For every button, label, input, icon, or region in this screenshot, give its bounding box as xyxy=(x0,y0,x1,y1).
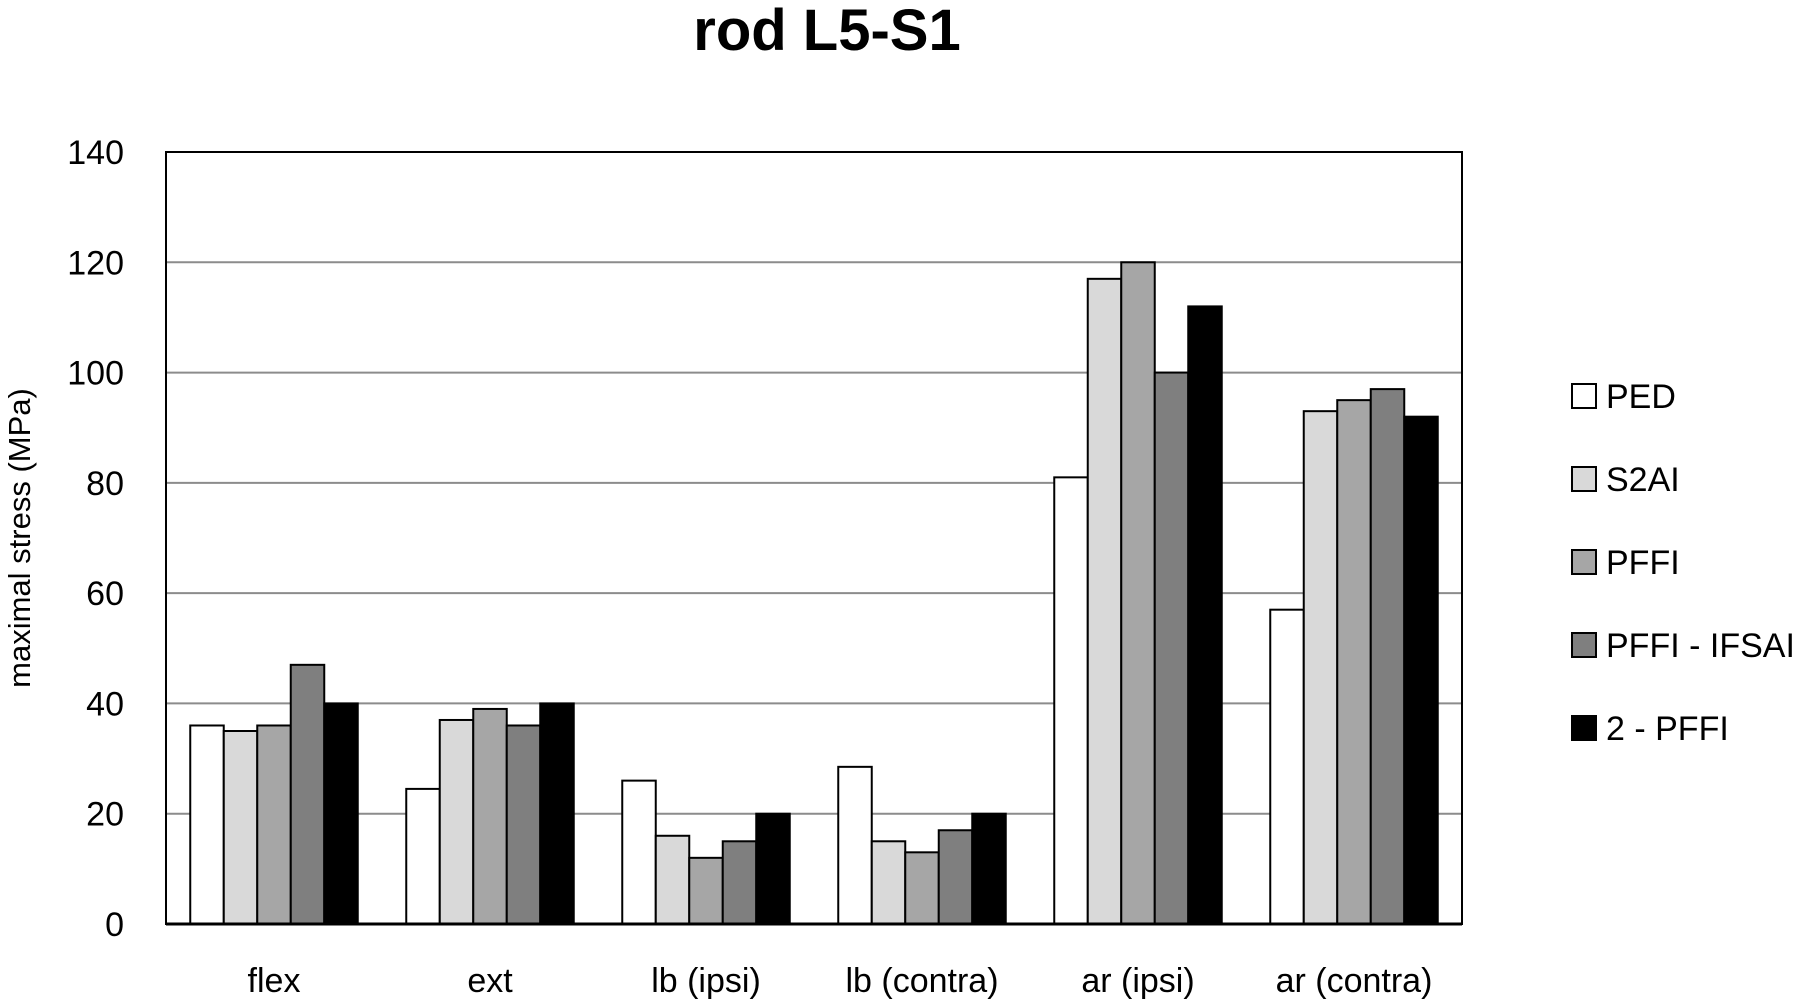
bar-2-pffi xyxy=(1187,305,1223,925)
bar-pffi xyxy=(904,851,940,925)
bars xyxy=(189,261,1439,926)
bar-ped xyxy=(405,787,441,926)
legend-label: PED xyxy=(1606,378,1676,416)
x-tick-label: lb (contra) xyxy=(845,962,998,1000)
legend-label: PFFI xyxy=(1606,544,1680,582)
bar-2-pffi xyxy=(1403,415,1439,925)
bar-ped xyxy=(1269,608,1305,926)
bar-s2ai xyxy=(222,730,259,925)
bar-2-pffi xyxy=(971,812,1007,926)
bar-2-pffi xyxy=(323,702,359,926)
x-tick-label: ar (ipsi) xyxy=(1081,962,1194,1000)
plot-area-frame xyxy=(165,151,1463,925)
legend-label: S2AI xyxy=(1606,461,1680,499)
legend-swatch xyxy=(1571,632,1597,658)
bar-2-pffi xyxy=(539,702,575,926)
bar-pffi-ifsai xyxy=(289,663,326,925)
y-tick-label: 80 xyxy=(86,465,124,503)
y-tick-label: 40 xyxy=(86,685,124,723)
bar-pffi-ifsai xyxy=(1153,371,1190,926)
bar-s2ai xyxy=(438,718,475,925)
bar-s2ai xyxy=(1302,410,1339,925)
x-tick-label: ar (contra) xyxy=(1276,962,1433,1000)
bar-ped xyxy=(837,765,873,925)
y-tick-label: 60 xyxy=(86,575,124,613)
bar-ped xyxy=(189,724,225,925)
bar-s2ai xyxy=(654,834,691,925)
legend-label: 2 - PFFI xyxy=(1606,710,1729,748)
bar-pffi-ifsai xyxy=(721,840,758,925)
legend-swatch xyxy=(1571,466,1597,492)
y-tick-label: 0 xyxy=(105,906,124,944)
chart-title: rod L5-S1 xyxy=(693,0,961,63)
y-tick-label: 100 xyxy=(67,355,124,393)
legend-swatch xyxy=(1571,715,1597,741)
y-tick-label: 120 xyxy=(67,244,124,282)
bar-pffi xyxy=(256,724,292,925)
legend-swatch xyxy=(1571,549,1597,575)
y-axis-ticks: 0 20 40 60 80 100 120 140 xyxy=(67,134,124,944)
bar-ped xyxy=(621,779,657,926)
bar-pffi xyxy=(688,856,724,925)
x-tick-label: ext xyxy=(467,962,513,1000)
x-axis-ticks: flex ext lb (ipsi) lb (contra) ar (ipsi) ar (… xyxy=(248,962,1433,1000)
legend-swatch xyxy=(1571,383,1597,409)
bar-pffi-ifsai xyxy=(505,724,542,925)
x-tick-label: flex xyxy=(248,962,301,1000)
bar-pffi xyxy=(472,707,508,926)
bar-ped xyxy=(1053,476,1089,925)
bar-pffi-ifsai xyxy=(937,829,974,925)
gridlines xyxy=(166,261,1462,815)
bar-s2ai xyxy=(870,840,907,925)
legend-label: PFFI - IFSAI xyxy=(1606,627,1795,665)
y-axis-label: maximal stress (MPa) xyxy=(2,388,37,688)
bar-pffi xyxy=(1120,261,1156,925)
bar-pffi-ifsai xyxy=(1369,388,1406,926)
bar-pffi xyxy=(1336,399,1372,925)
legend: PED S2AI PFFI PFFI - IFSAI 2 - PFFI xyxy=(1571,378,1795,748)
y-tick-label: 20 xyxy=(86,796,124,834)
x-tick-label: lb (ipsi) xyxy=(651,962,761,1000)
y-tick-label: 140 xyxy=(67,134,124,172)
bar-s2ai xyxy=(1086,277,1123,926)
bar-2-pffi xyxy=(755,812,791,926)
